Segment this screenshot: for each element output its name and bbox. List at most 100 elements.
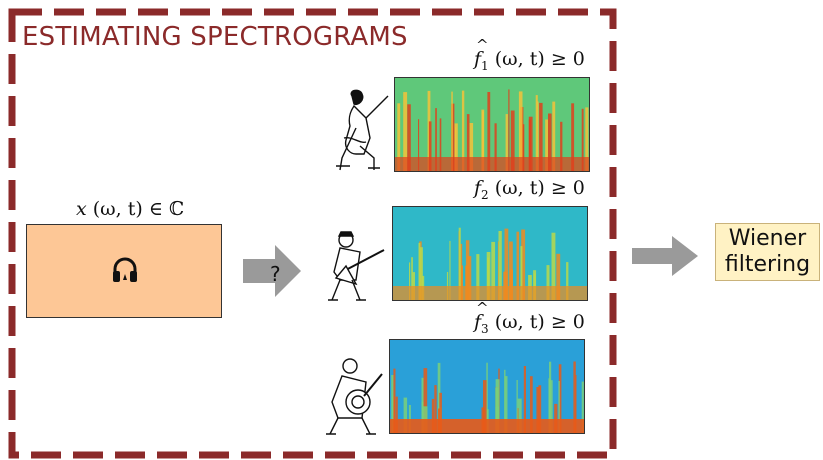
spectrogram-streak [469,123,474,171]
spectrogram-streak [510,110,515,171]
spectrogram-streak [537,101,539,171]
question-mark: ? [270,262,281,286]
spectrogram-2 [392,206,588,301]
spectrogram-streak [451,91,453,171]
mixture-label: x (ω, t) ∈ ℂ [76,198,185,220]
spectrogram-streak [571,103,575,171]
spectrogram-streak [504,376,508,433]
spectrogram-streak [393,368,396,433]
spectrogram-streak [403,397,408,433]
spectrogram-streak [418,242,421,300]
spectrogram-streak [420,247,423,300]
spectrogram-streak [548,113,552,171]
spectrogram-streak [435,108,437,171]
spectrogram-streak [476,254,480,300]
spectrogram-streak [483,380,487,433]
spectrogram-streak [581,108,584,171]
spectrogram-streak [508,89,510,171]
headphone-icon [113,257,137,282]
spectrogram-streak [554,403,558,433]
spectrogram-streak [423,368,428,433]
spectrogram-streak [521,229,526,300]
spectrogram-streak [411,257,413,300]
spectrogram-streak [437,362,441,433]
mixture-box [26,224,222,318]
singer-icon [336,89,389,171]
spectrogram-streak [418,119,420,171]
spectrogram-streak [530,376,533,433]
output-arrow [632,236,698,276]
spectrogram-streak [486,252,491,300]
spectrogram-streak [558,364,562,433]
spectrogram-streak [589,92,590,172]
spectrogram-background [395,78,589,171]
spectrogram-streak [566,262,569,300]
spectrogram-streak [523,366,526,433]
spectrogram-streak [486,362,488,433]
spectrogram-streak [454,123,458,171]
spectrogram-streak [520,246,523,300]
spectrogram-streak [428,121,432,171]
spectrogram-streak [516,380,518,433]
spectrogram-streak [498,231,502,300]
spectrogram-streak [465,240,470,300]
spectrogram-low-band [393,286,587,300]
spectrogram-streak [533,270,537,300]
spectrogram-streak [536,387,540,433]
spectrogram-streak [546,265,550,300]
spectrogram-streak [494,123,497,171]
spectrogram-streak [495,379,500,433]
spectrogram-streak [581,381,584,433]
spectrogram-streak [504,369,506,433]
spectrogram-streak [575,375,577,433]
spectrogram-streak [552,101,556,171]
spectrogram-streak [439,392,442,433]
source-3-label: f3 (ω, t) ≥ 0 [474,299,585,336]
spectrogram-streak [491,241,496,300]
balalaika-player-icon [328,231,385,301]
spectrogram-3 [389,339,585,434]
spectrogram-streak [431,398,435,433]
spectrogram-streak [461,90,465,171]
spectrogram-streak [528,119,531,171]
spectrogram-streak [535,95,538,171]
spectrogram-streak [545,119,548,171]
spectrogram-streak [458,227,461,300]
spectrogram-streak [517,398,522,433]
spectrogram-streak [583,381,584,433]
spectrogram-low-band [395,157,589,171]
spectrogram-streak [509,269,513,300]
banjo-player-icon [326,358,383,435]
spectrogram-streak [549,361,552,433]
source-2-label: f2 (ω, t) ≥ 0 [474,165,585,202]
spectrogram-streak [573,361,576,433]
source-1-label: f1 (ω, t) ≥ 0 [474,36,585,73]
spectrogram-streak [403,92,408,171]
spectrogram-streak [449,240,451,300]
spectrogram-streak [395,396,398,433]
spectrogram-streak [434,385,437,433]
spectrogram-streak [558,381,560,433]
spectrogram-streak [551,232,556,300]
spectrogram-1 [394,77,590,172]
spectrogram-streak [516,231,520,300]
wiener-line2: filtering [724,252,811,277]
spectrogram-streak [466,114,470,171]
wiener-line1: Wiener [728,226,807,251]
spectrogram-streak [487,92,491,171]
spectrogram-streak [539,102,543,171]
spectrogram-streak [585,107,589,171]
spectrogram-streak [556,253,561,300]
spectrogram-streak [439,118,442,171]
spectrogram-streak [407,104,411,171]
diagram-title: ESTIMATING SPECTROGRAMS [22,22,408,52]
spectrogram-streak [454,127,457,171]
spectrogram-streak [451,103,455,171]
spectrogram-streak [397,103,401,171]
spectrogram-streak [497,241,499,300]
input-arrow [243,245,301,297]
spectrogram-streak [518,91,523,171]
spectrogram-streak [481,109,485,171]
spectrogram-streak [504,228,509,300]
